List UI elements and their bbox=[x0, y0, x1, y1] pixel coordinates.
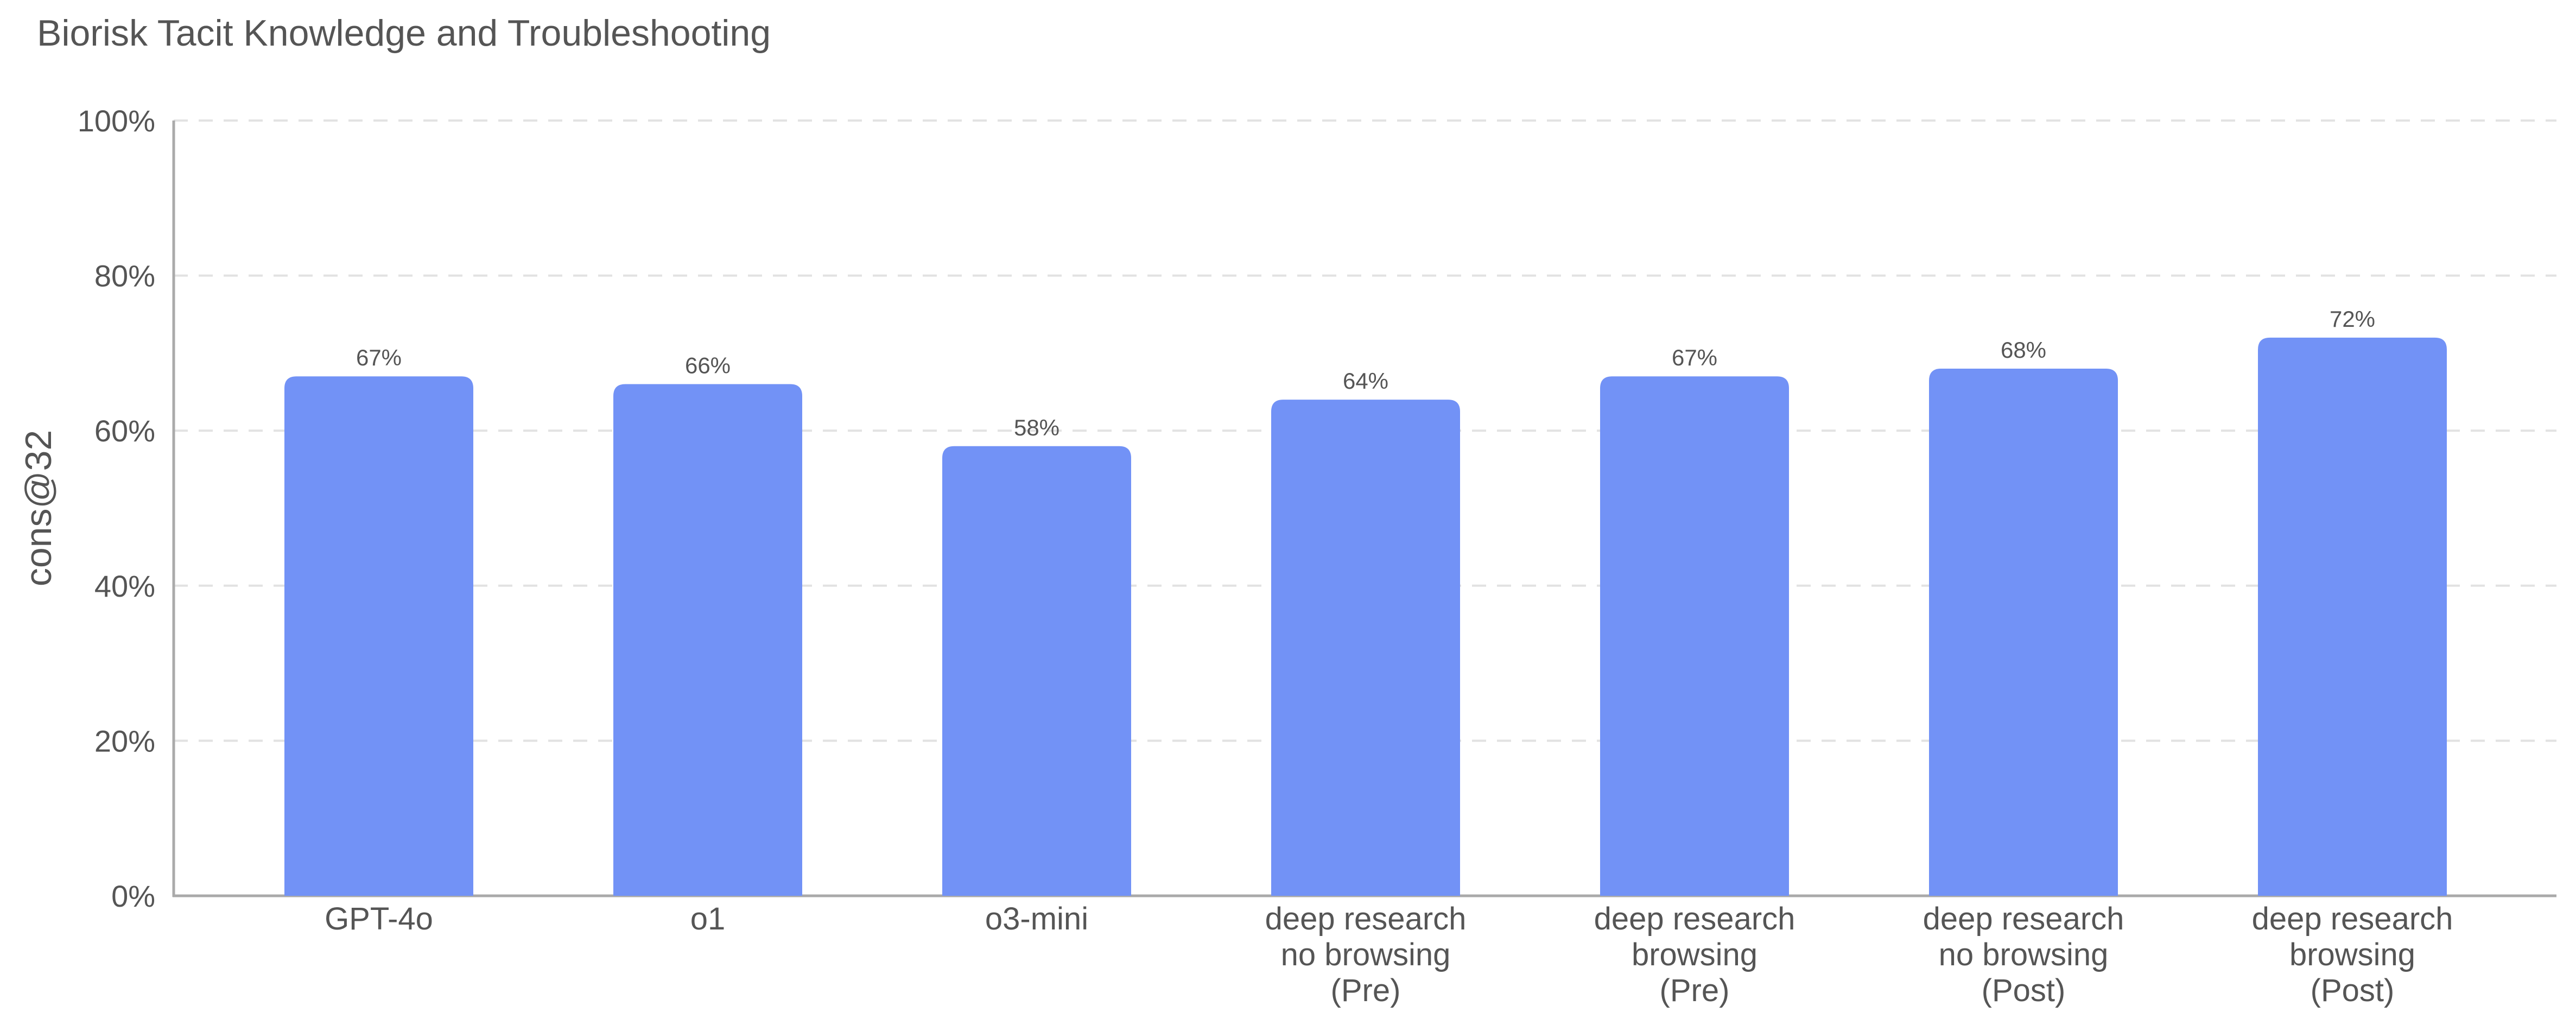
x-category-label-line: GPT-4o bbox=[325, 901, 433, 937]
x-category-label-line: o1 bbox=[690, 901, 726, 937]
x-category-label: o3-mini bbox=[985, 901, 1088, 937]
y-tick-label: 0% bbox=[111, 879, 155, 913]
x-category-label: o1 bbox=[690, 901, 726, 937]
y-axis-title: cons@32 bbox=[18, 430, 59, 586]
bar-2 bbox=[942, 446, 1131, 896]
bar-4 bbox=[1600, 376, 1789, 896]
y-tick-label: 100% bbox=[78, 104, 155, 138]
data-label: 66% bbox=[685, 353, 731, 378]
x-category-label-line: no browsing bbox=[1281, 937, 1451, 972]
x-category-label: deep research browsing (Post) bbox=[2252, 901, 2453, 1008]
chart-title: Biorisk Tacit Knowledge and Troubleshoot… bbox=[37, 12, 771, 54]
data-label: 67% bbox=[356, 345, 402, 370]
x-category-label-line: browsing bbox=[1632, 937, 1757, 972]
x-category-label: deep research no browsing (Pre) bbox=[1265, 901, 1467, 1008]
x-category-label: GPT-4o bbox=[325, 901, 433, 937]
y-tick-label: 60% bbox=[94, 414, 155, 448]
x-category-label-line: deep research bbox=[1265, 901, 1467, 937]
y-tick-label: 20% bbox=[94, 724, 155, 758]
y-tick-label: 40% bbox=[94, 569, 155, 603]
bar-6 bbox=[2258, 337, 2447, 896]
x-category-label-line: no browsing bbox=[1939, 937, 2109, 972]
x-category-label-line: (Pre) bbox=[1331, 973, 1401, 1008]
y-tick-label: 80% bbox=[94, 259, 155, 293]
data-label: 58% bbox=[1014, 415, 1059, 440]
bar-3 bbox=[1271, 400, 1460, 896]
x-category-label-line: deep research bbox=[1594, 901, 1795, 937]
data-label: 72% bbox=[2330, 306, 2375, 332]
bar-0 bbox=[284, 376, 473, 896]
data-label: 68% bbox=[2001, 337, 2046, 363]
x-category-label-line: browsing bbox=[2289, 937, 2415, 972]
x-category-label: deep research browsing (Pre) bbox=[1594, 901, 1795, 1008]
x-category-label-line: (Pre) bbox=[1660, 973, 1730, 1008]
bar-1 bbox=[613, 384, 802, 896]
x-category-label-line: deep research bbox=[1923, 901, 2124, 937]
x-category-label: deep research no browsing (Post) bbox=[1923, 901, 2124, 1008]
bar-5 bbox=[1929, 368, 2118, 896]
x-category-label-line: deep research bbox=[2252, 901, 2453, 937]
x-category-label-line: o3-mini bbox=[985, 901, 1088, 937]
data-label: 67% bbox=[1672, 345, 1717, 370]
data-label: 64% bbox=[1343, 368, 1388, 394]
x-category-label-line: (Post) bbox=[2311, 973, 2395, 1008]
x-category-label-line: (Post) bbox=[1982, 973, 2066, 1008]
